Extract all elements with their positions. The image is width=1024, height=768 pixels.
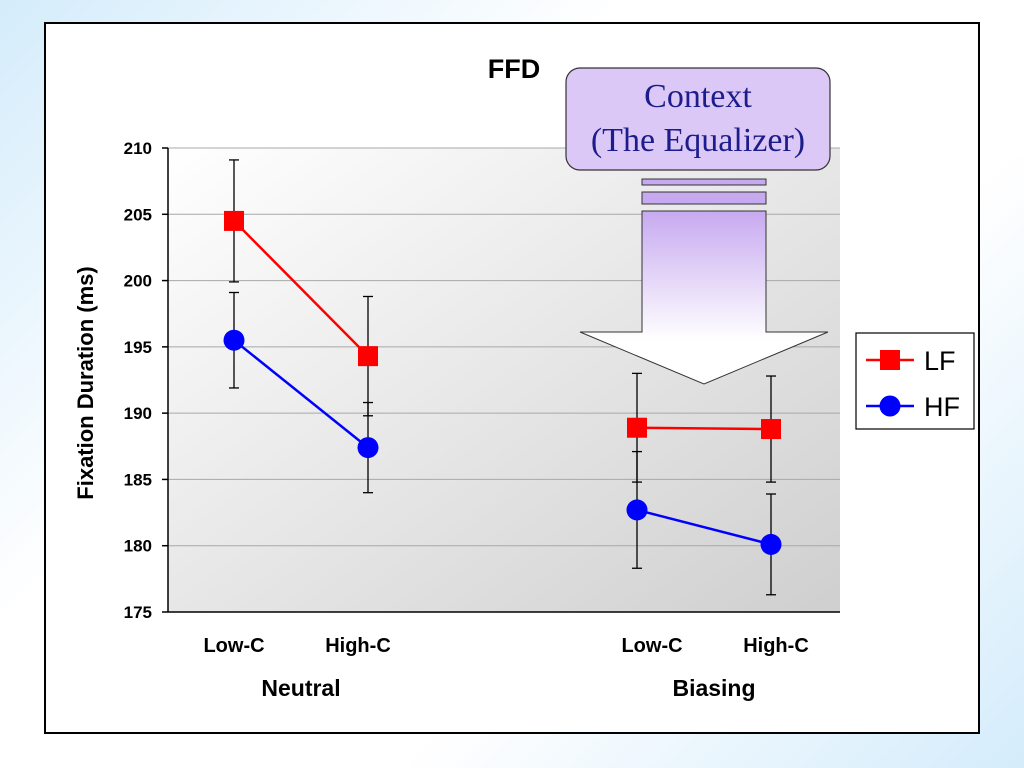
arrow-stripe-1: [641, 178, 767, 186]
data-point-hf-0-1: [357, 437, 379, 459]
legend-marker-lf: [880, 350, 900, 370]
arrow-body: [579, 210, 829, 385]
category-label-neutral-low-c: Low-C: [203, 635, 264, 657]
legend-label-lf: LF: [924, 346, 956, 376]
data-point-lf-0-1: [358, 346, 378, 367]
callout-line-1: Context: [644, 78, 752, 115]
data-point-hf-0-0: [223, 329, 245, 351]
legend: LF HF: [855, 332, 975, 430]
y-tick-label-195: 195: [124, 338, 152, 357]
chart-title: FFD: [488, 54, 540, 84]
category-label-biasing-low-c: Low-C: [621, 635, 682, 657]
arrow-stripe-2: [641, 191, 767, 205]
y-tick-label-210: 210: [124, 139, 152, 158]
series-line-hf-0: [233, 339, 369, 449]
y-tick-label-190: 190: [124, 404, 152, 423]
y-tick-label-200: 200: [124, 272, 152, 291]
series-line-lf-0: [233, 220, 369, 358]
callout-arrow: [579, 178, 829, 385]
data-point-hf-1-0: [626, 499, 648, 521]
y-axis-label: Fixation Duration (ms): [73, 266, 98, 499]
callout-background: [565, 67, 831, 171]
series-layer: [223, 159, 782, 596]
data-point-lf-1-1: [761, 419, 781, 440]
data-point-hf-1-1: [760, 533, 782, 555]
callout-line-2: (The Equalizer): [591, 122, 805, 159]
y-tick-label-185: 185: [124, 470, 152, 489]
series-line-lf-1: [636, 426, 772, 431]
category-label-neutral-high-c: High-C: [325, 635, 391, 657]
group-label-neutral: Neutral: [261, 675, 340, 701]
y-tick-label-180: 180: [124, 537, 152, 556]
callout-box: Context (The Equalizer): [565, 67, 831, 171]
series-line-hf-1: [636, 508, 772, 546]
group-label-biasing: Biasing: [672, 675, 755, 701]
y-tick-label-175: 175: [124, 603, 152, 622]
data-point-lf-1-0: [627, 417, 647, 438]
legend-label-hf: HF: [924, 392, 960, 422]
y-tick-label-205: 205: [124, 205, 152, 224]
data-point-lf-0-0: [224, 210, 244, 231]
category-label-biasing-high-c: High-C: [743, 635, 809, 657]
legend-box: [855, 332, 975, 430]
y-ticks: 175 180 185 190 195 200 205 210: [124, 139, 168, 622]
legend-marker-hf: [879, 395, 901, 417]
